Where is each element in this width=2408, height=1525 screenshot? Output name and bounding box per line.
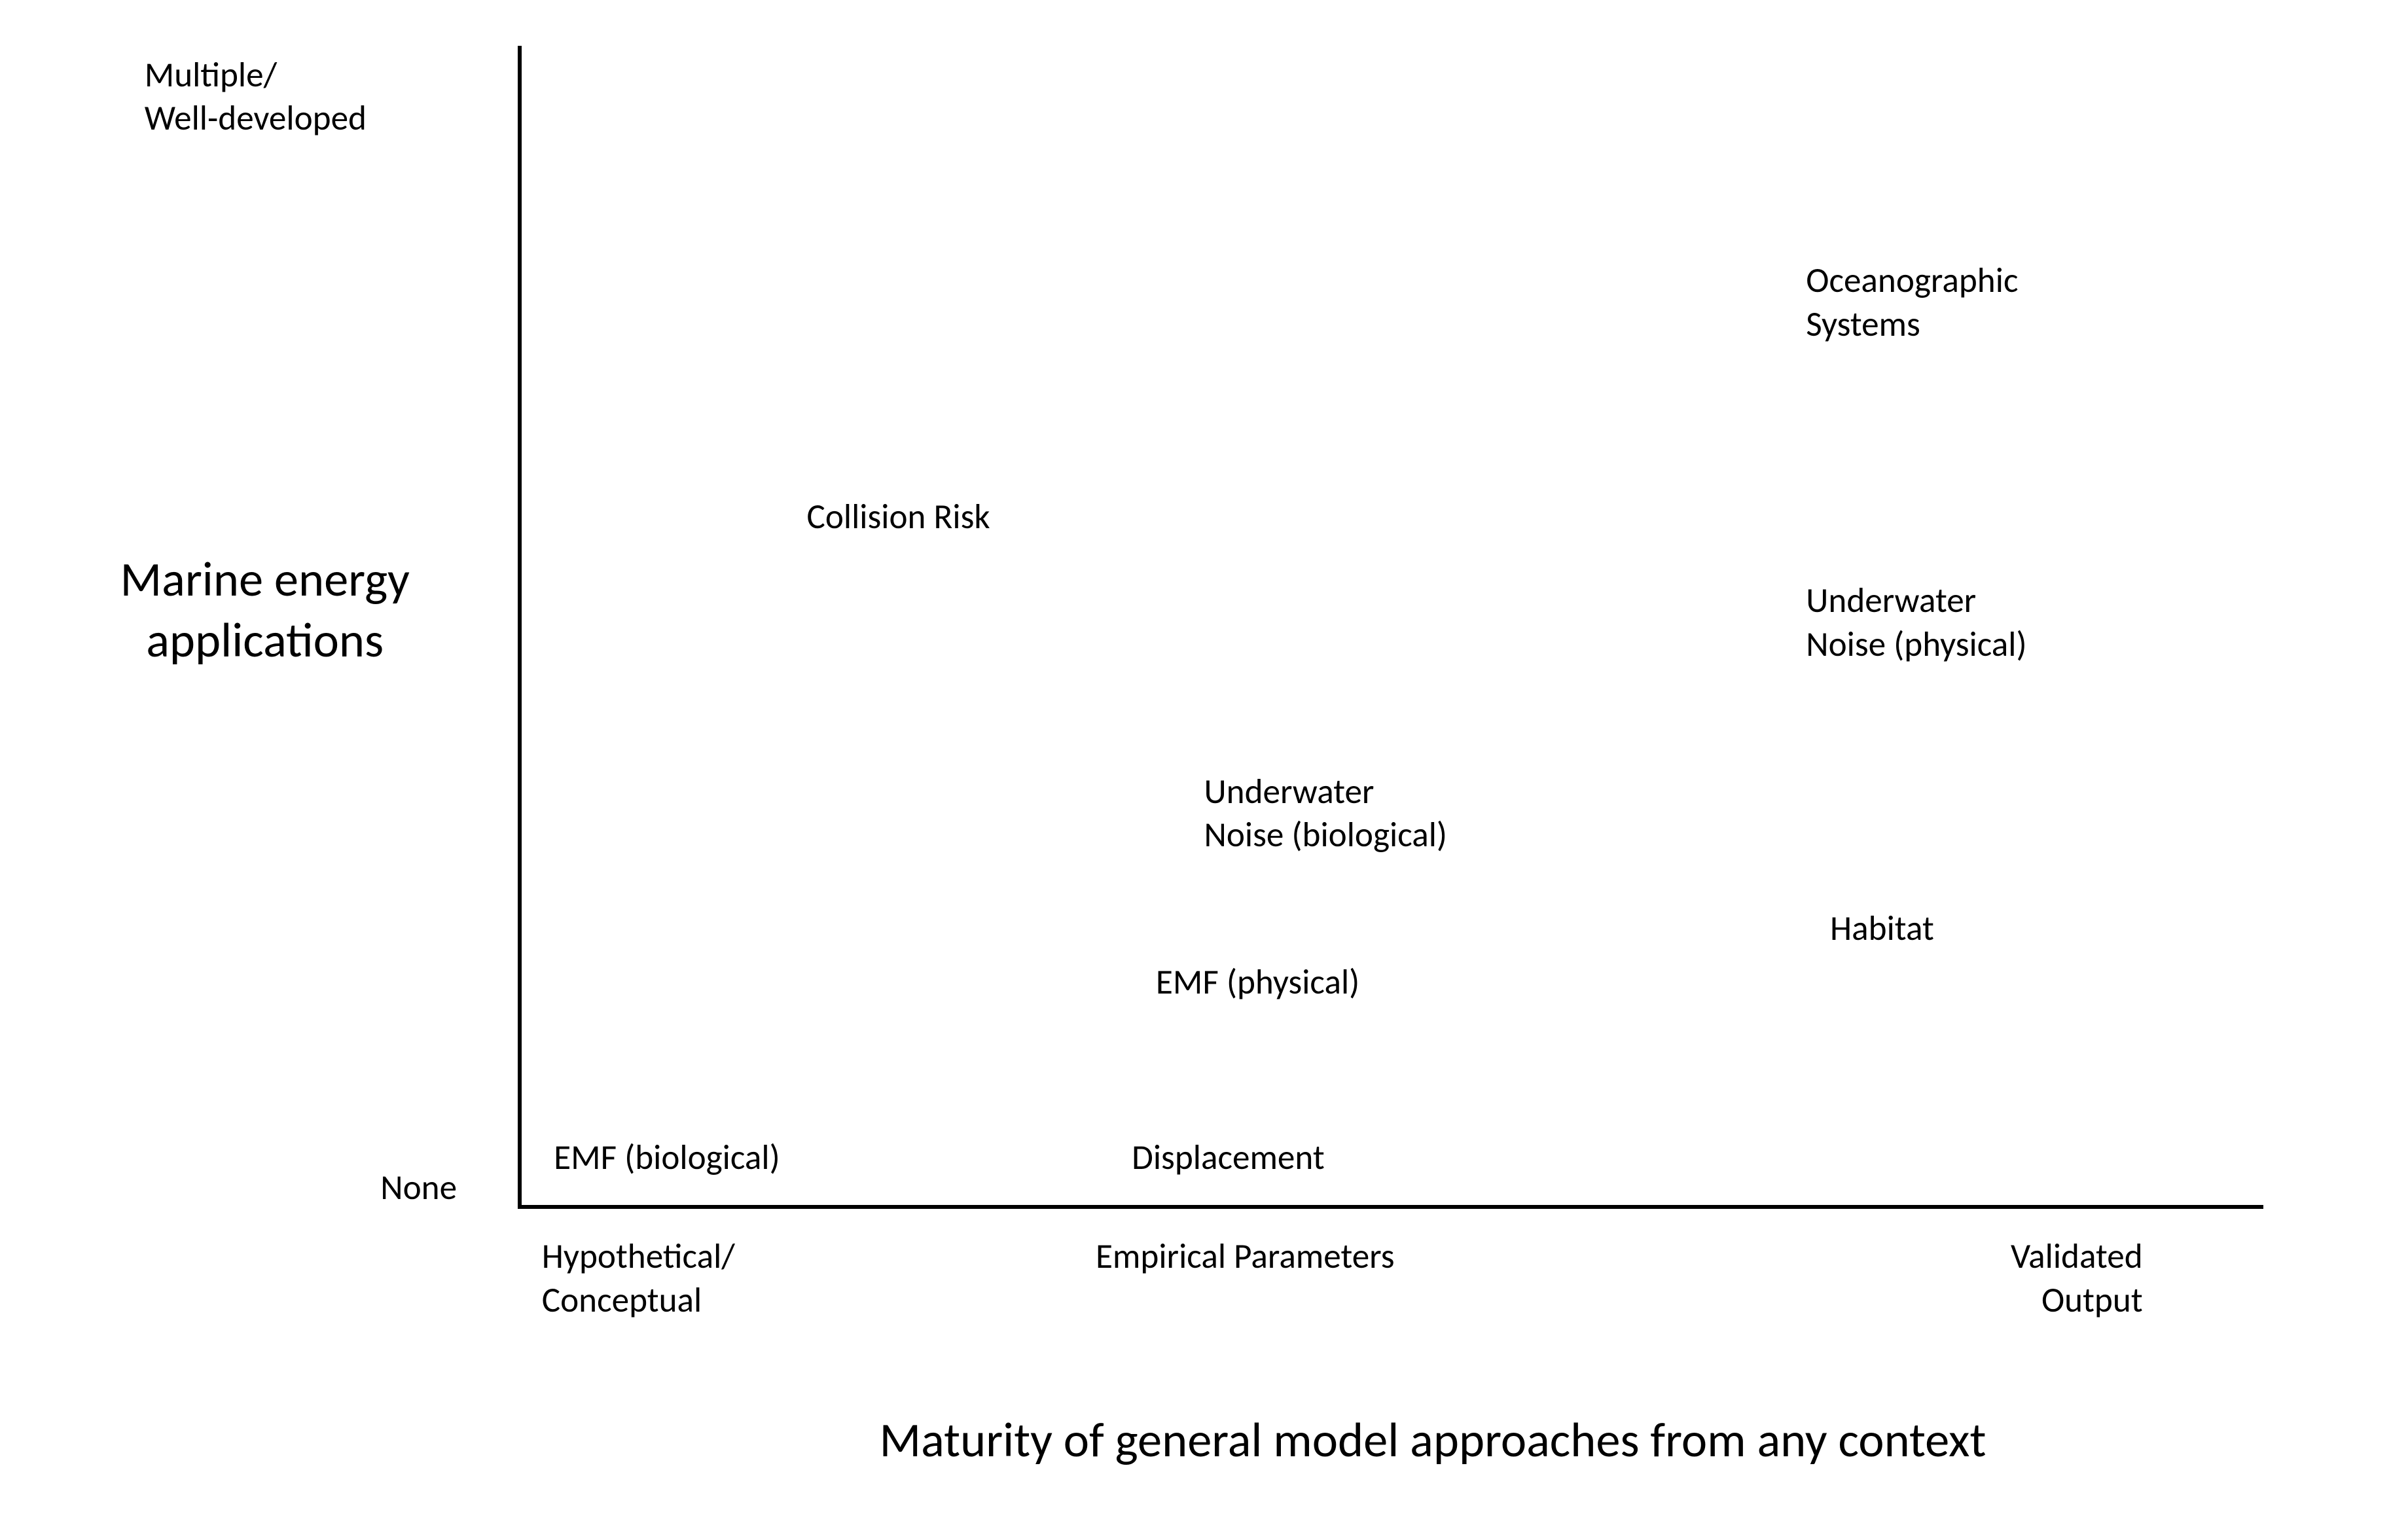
- y-axis-title-text: Marine energy applications: [120, 550, 410, 670]
- x-axis-title: Maturity of general model approaches fro…: [530, 1410, 2335, 1470]
- x-axis-title-text: Maturity of general model approaches fro…: [880, 1410, 1986, 1470]
- y-axis-line: [518, 46, 522, 1209]
- chart-container: Marine energy applications Maturity of g…: [0, 0, 2408, 1525]
- data-point-oceanographic-systems: Oceanographic Systems: [1806, 259, 2018, 346]
- y-tick-top: Multiple/ Well-developed: [145, 54, 367, 141]
- data-point-displacement: Displacement: [1132, 1136, 1325, 1180]
- data-point-underwater-noise-biological: Underwater Noise (biological): [1204, 770, 1448, 857]
- data-point-collision-risk: Collision Risk: [806, 495, 990, 539]
- data-point-underwater-noise-physical: Underwater Noise (physical): [1806, 579, 2026, 666]
- y-tick-bottom: None: [380, 1166, 457, 1210]
- x-tick-left: Hypothetical/ Conceptual: [542, 1235, 735, 1322]
- x-axis-line: [518, 1205, 2263, 1209]
- x-tick-mid: Empirical Parameters: [1096, 1235, 1395, 1279]
- data-point-emf-physical: EMF (physical): [1156, 961, 1359, 1005]
- data-point-emf-biological: EMF (biological): [554, 1136, 780, 1180]
- data-point-habitat: Habitat: [1830, 907, 1934, 951]
- y-axis-title: Marine energy applications: [36, 549, 494, 671]
- x-tick-right: Validated Output: [2011, 1235, 2143, 1322]
